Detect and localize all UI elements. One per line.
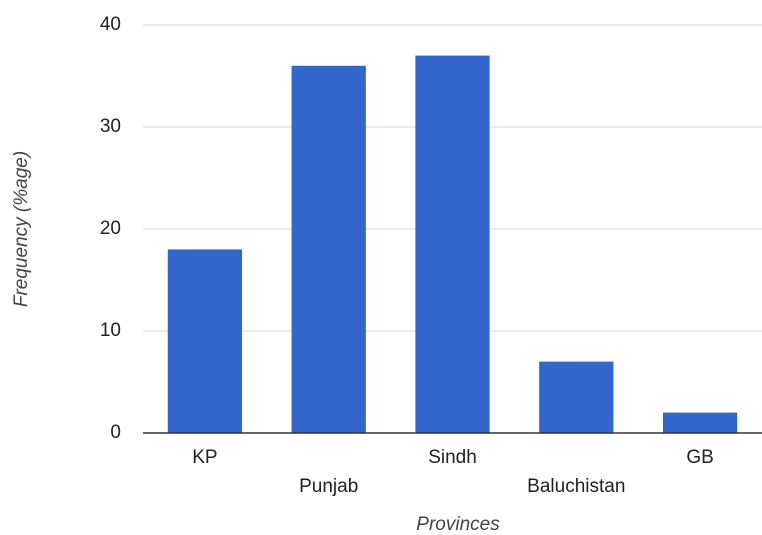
x-tick-label: Baluchistan: [527, 476, 625, 497]
bar: [539, 361, 614, 433]
x-tick-label: Sindh: [428, 447, 477, 468]
bar: [291, 65, 366, 434]
bar: [662, 412, 738, 433]
y-tick-label: 20: [100, 218, 121, 239]
x-tick-label: Punjab: [299, 476, 358, 497]
y-tick-label: 30: [100, 116, 121, 137]
bar: [167, 249, 243, 433]
y-tick-label: 10: [100, 320, 121, 341]
y-tick-label: 40: [100, 14, 121, 35]
y-tick-label: 0: [110, 422, 121, 443]
x-axis-title: Provinces: [416, 514, 500, 535]
x-tick-label: GB: [686, 447, 713, 468]
bar: [415, 55, 490, 433]
x-tick-label: KP: [192, 447, 217, 468]
y-axis-title: Frequency (%age): [11, 151, 32, 307]
